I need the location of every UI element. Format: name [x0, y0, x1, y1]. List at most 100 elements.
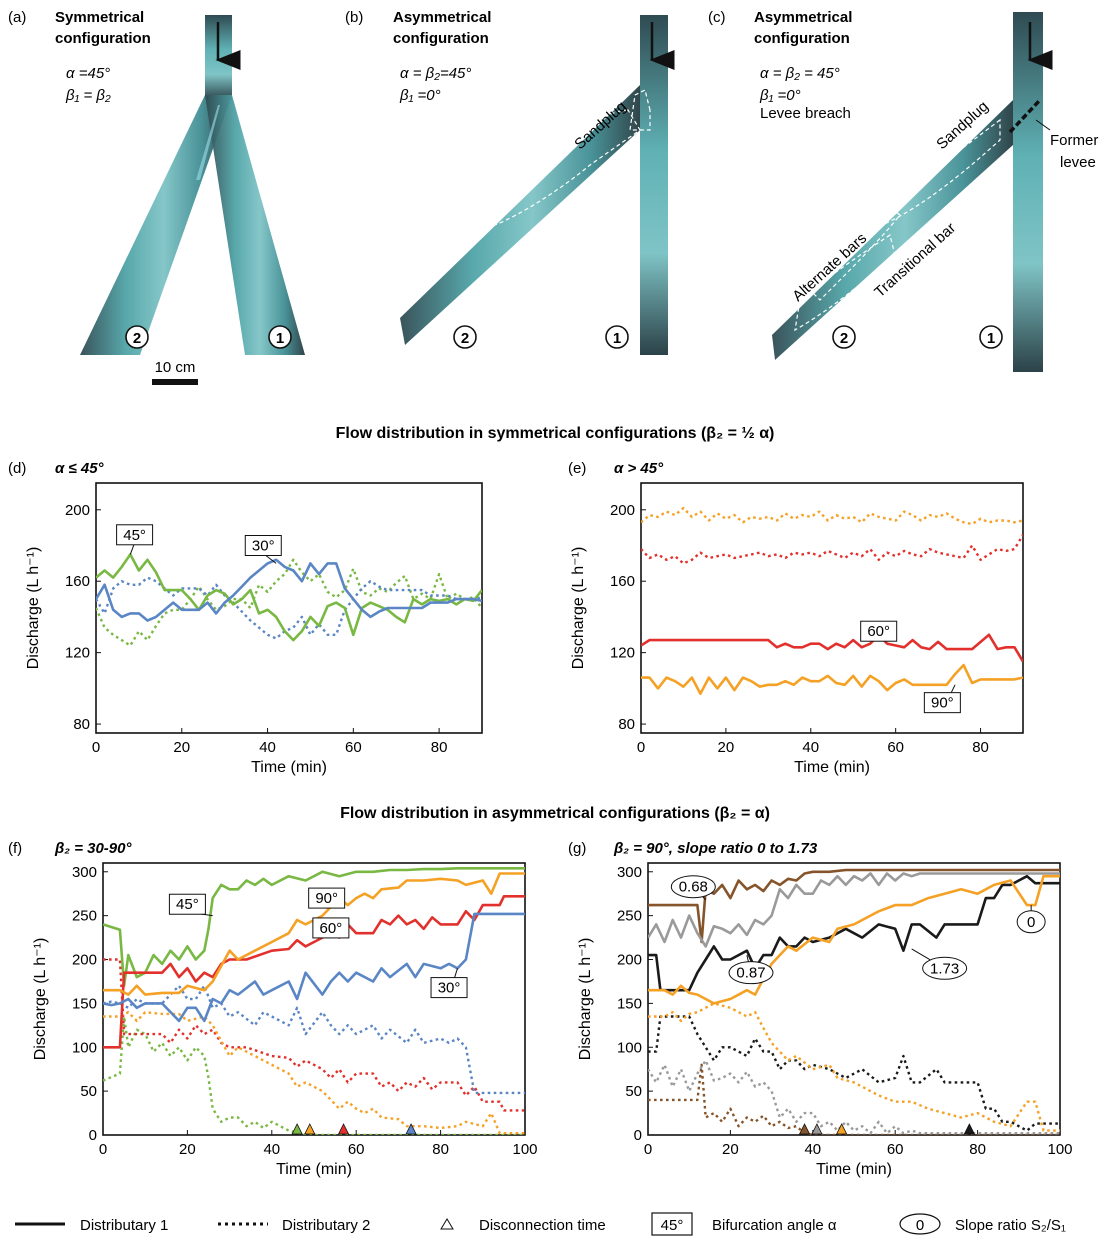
- annotation-former-levee-1: Former: [1050, 132, 1098, 149]
- legend-item-slope: 0 Slope ratio S₂/S₁: [899, 1213, 1066, 1235]
- chart-title: α ≤ 45°: [55, 460, 105, 477]
- panel-label: (d): [8, 460, 26, 477]
- angle-label: 90°: [931, 695, 954, 712]
- x-tick-label: 60: [345, 739, 362, 756]
- x-tick-label: 80: [432, 1141, 449, 1158]
- series-line-d2-3-dist2: [648, 1059, 1060, 1135]
- photo-a-title-line1: Symmetrical: [55, 9, 144, 26]
- panel-label: (e): [568, 460, 586, 477]
- section-title-asymmetrical: Flow distribution in asymmetrical config…: [340, 805, 770, 822]
- y-tick-label: 150: [72, 995, 97, 1012]
- legend-item-distributary-1: Distributary 1: [15, 1217, 168, 1234]
- main-channel-c: [1013, 12, 1043, 372]
- series-layer: [96, 553, 482, 647]
- series-line-d2-7-dist2: [648, 1002, 1060, 1132]
- photo-b-param-alpha: α = β₂=45°: [400, 65, 471, 82]
- series-line-45-dist1: [103, 866, 525, 988]
- chart-panel-g: (g) β₂ = 90°, slope ratio 0 to 1.73 0 20 40 6…: [568, 840, 1073, 1178]
- y-axis-label: Discharge (L h⁻¹): [577, 938, 594, 1061]
- angle-label-box: [312, 917, 350, 939]
- series-layer: [648, 868, 1060, 1135]
- slope-oval-icon: [899, 1213, 941, 1235]
- branch-1-marker-c: 1: [979, 325, 1003, 349]
- series-line-0-dist1: [648, 874, 1060, 1005]
- former-levee-line: [1008, 98, 1042, 134]
- svg-text:1: 1: [613, 330, 621, 347]
- photo-panel-b: (b) Asymmetrical configuration α = β₂=45…: [345, 9, 675, 355]
- photo-c-param-levee: Levee breach: [760, 105, 851, 122]
- disconnection-marker: [405, 1123, 417, 1135]
- legend-label-slope: Slope ratio S₂/S₁: [955, 1217, 1066, 1234]
- svg-text:2: 2: [133, 330, 141, 347]
- y-tick-label: 80: [618, 716, 635, 733]
- series-line-d2-0-dist2: [641, 506, 1023, 526]
- y-tick-label: 200: [72, 952, 97, 969]
- x-tick-label: 40: [802, 739, 819, 756]
- disconnection-marker: [835, 1123, 848, 1135]
- photo-a-param-alpha: α =45°: [66, 65, 110, 82]
- x-tick-label: 0: [637, 739, 645, 756]
- series-line-d2-1-dist2: [648, 1063, 1060, 1135]
- slope-label-oval: [922, 956, 968, 980]
- y-axis-label: Discharge (L h⁻¹): [32, 938, 49, 1061]
- angle-label-box: [860, 620, 898, 642]
- panel-label-c: (c): [708, 9, 726, 26]
- branch-2-marker-a: 2: [125, 325, 149, 349]
- svg-text:2: 2: [840, 330, 848, 347]
- y-tick-label: 250: [617, 908, 642, 925]
- x-tick-label: 20: [179, 1141, 196, 1158]
- x-tick-label: 0: [99, 1141, 107, 1158]
- x-axis-label: Time (min): [816, 1161, 892, 1178]
- y-tick-label: 160: [65, 573, 90, 590]
- branch-1-marker-b: 1: [605, 325, 629, 349]
- svg-text:1: 1: [276, 330, 284, 347]
- y-axis-label: Discharge (L h⁻¹): [570, 547, 587, 670]
- x-tick-label: 40: [804, 1141, 821, 1158]
- x-tick-label: 20: [722, 1141, 739, 1158]
- angle-label-box: [430, 977, 468, 999]
- x-tick-label: 100: [512, 1141, 537, 1158]
- x-tick-label: 40: [263, 1141, 280, 1158]
- panel-label-b: (b): [345, 9, 363, 26]
- photo-panel-a: (a) Symmetrical configuration α =45° β₁ …: [8, 9, 305, 385]
- photo-b-title-line1: Asymmetrical: [393, 9, 491, 26]
- y-tick-label: 160: [610, 573, 635, 590]
- legend-label-angle: Bifurcation angle α: [712, 1217, 837, 1234]
- branch-2-c: [772, 100, 1013, 360]
- main-channel-b: [640, 15, 668, 355]
- section-title-symmetrical: Flow distribution in symmetrical configu…: [336, 425, 775, 442]
- legend-item-distributary-2: Distributary 2: [218, 1217, 370, 1234]
- plot-frame: [102, 862, 526, 1136]
- x-tick-label: 60: [348, 1141, 365, 1158]
- angle-label: 90°: [315, 890, 338, 907]
- annotation-former-levee-2: levee: [1060, 154, 1096, 171]
- y-tick-label: 250: [72, 908, 97, 925]
- scale-bar: [152, 379, 198, 385]
- y-axis-label: Discharge (L h⁻¹): [25, 547, 42, 670]
- chart-title: α > 45°: [614, 460, 664, 477]
- x-tick-label: 60: [887, 739, 904, 756]
- x-tick-label: 0: [644, 1141, 652, 1158]
- slope-label: 0: [1027, 914, 1035, 931]
- legend: Distributary 1 Distributary 2 Disconnect…: [15, 1212, 1066, 1236]
- series-line-d2-7-dist2: [103, 984, 525, 1095]
- photo-c-param-beta: β₁ =0°: [759, 87, 801, 104]
- y-tick-label: 200: [610, 502, 635, 519]
- series-line-d2-5-dist2: [103, 1011, 525, 1135]
- svg-text:1: 1: [987, 330, 995, 347]
- angle-label-box: [244, 535, 282, 556]
- panel-label: (g): [568, 840, 586, 857]
- plot-frame: [640, 482, 1024, 734]
- series-line-30-dist1: [96, 558, 482, 622]
- legend-item-angle: 45° Bifurcation angle α: [651, 1212, 837, 1236]
- legend-item-disconnection: Disconnection time: [440, 1217, 606, 1234]
- branch-1-marker-a: 1: [268, 325, 292, 349]
- y-tick-label: 0: [634, 1127, 642, 1144]
- disconnection-marker: [963, 1123, 976, 1135]
- angle-label: 30°: [252, 538, 275, 555]
- x-tick-label: 20: [718, 739, 735, 756]
- legend-label-distributary-1: Distributary 1: [80, 1217, 168, 1234]
- series-line-d2-5-dist2: [648, 1015, 1060, 1132]
- branch-2-b: [400, 85, 640, 345]
- angle-label: 60°: [867, 623, 890, 640]
